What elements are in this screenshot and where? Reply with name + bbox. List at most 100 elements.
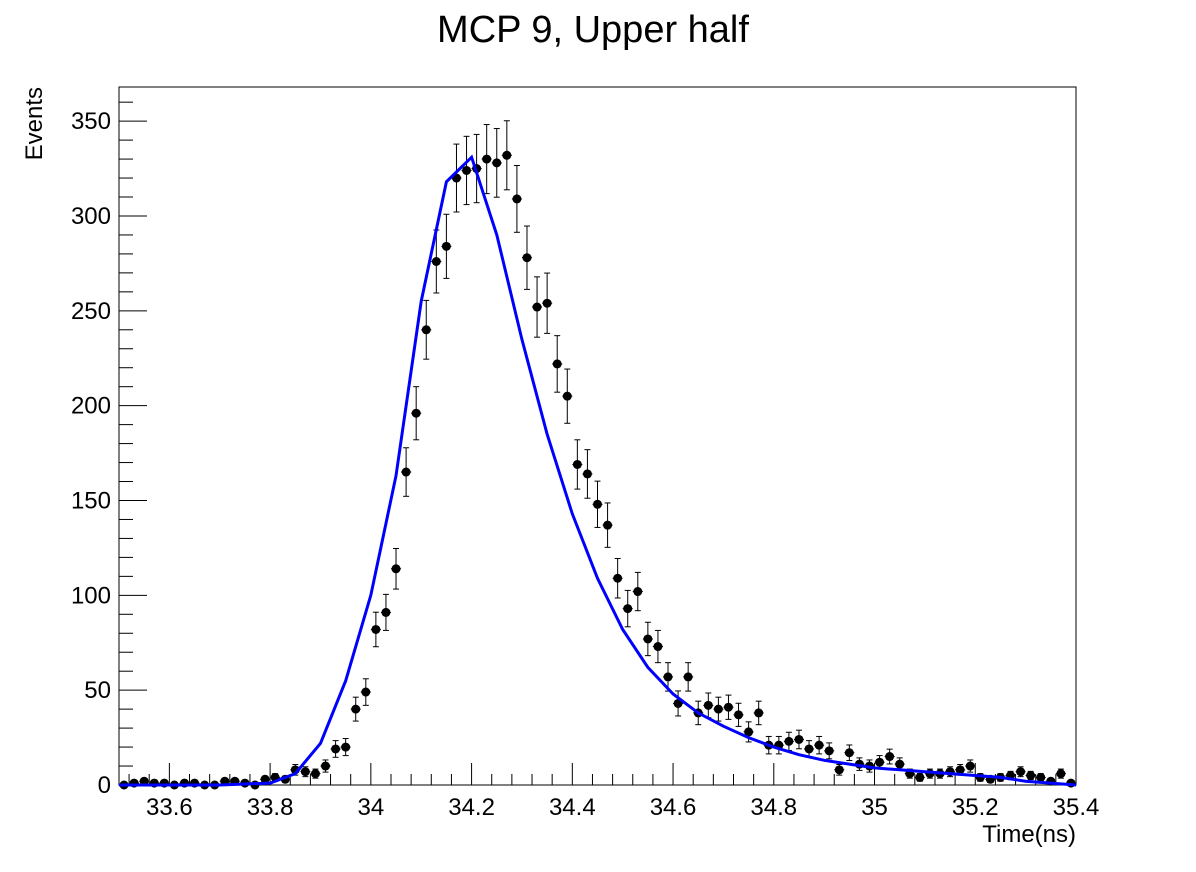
data-point — [753, 700, 764, 726]
data-point — [783, 731, 794, 751]
data-point — [1015, 766, 1026, 778]
y-tick-label: 100 — [71, 582, 111, 609]
data-point — [884, 748, 895, 765]
plot-frame — [118, 86, 1077, 786]
marker — [401, 467, 411, 477]
data-point — [1025, 770, 1036, 781]
data-point — [1055, 768, 1066, 779]
marker — [462, 165, 472, 175]
marker — [331, 744, 341, 754]
data-point — [703, 692, 714, 719]
marker — [844, 748, 854, 758]
y-tick-label: 200 — [71, 393, 111, 420]
marker — [381, 607, 391, 617]
marker — [643, 634, 653, 644]
data-point — [441, 213, 452, 279]
x-axis: 33.6 33.8 34 34.2 34.4 34.6 34.8 35 35.2 35.4 — [128, 763, 1099, 821]
marker — [683, 672, 693, 682]
marker — [814, 740, 824, 750]
data-point — [390, 547, 402, 590]
data-point — [300, 766, 311, 778]
data-point — [592, 480, 603, 528]
data-point — [824, 742, 835, 760]
x-axis-label: Time(ns) — [982, 821, 1076, 848]
y-tick-label: 350 — [71, 108, 111, 135]
data-point — [411, 386, 422, 441]
marker — [411, 408, 421, 418]
data-point — [360, 678, 371, 706]
y-tick-label: 250 — [71, 298, 111, 325]
marker — [723, 702, 733, 712]
marker — [532, 302, 542, 312]
data-point — [662, 662, 674, 692]
chart-title: MCP 9, Upper half — [437, 9, 749, 51]
marker — [653, 642, 663, 652]
data-point — [683, 662, 694, 692]
data-point — [481, 124, 492, 195]
data-point — [562, 368, 573, 424]
marker — [824, 746, 834, 756]
marker — [804, 744, 814, 754]
x-tick-label: 35.2 — [952, 794, 999, 821]
fit-curve — [119, 154, 1077, 787]
x-tick-label: 34.2 — [448, 794, 495, 821]
data-point — [1035, 772, 1046, 782]
marker — [603, 520, 613, 530]
data-point — [370, 611, 381, 648]
data-point — [491, 128, 502, 198]
data-point — [521, 225, 533, 290]
data-point — [552, 335, 563, 393]
data-point — [461, 135, 472, 206]
marker — [744, 727, 754, 737]
marker — [260, 774, 270, 784]
marker — [310, 769, 320, 779]
marker — [300, 767, 310, 777]
marker — [1056, 769, 1066, 779]
data-point — [511, 165, 522, 233]
marker — [139, 776, 149, 786]
marker — [582, 469, 592, 479]
marker — [552, 359, 562, 369]
marker — [663, 672, 673, 682]
marker — [512, 194, 522, 204]
marker — [633, 587, 643, 597]
marker — [431, 257, 441, 266]
marker — [794, 734, 804, 744]
y-axis-label: Events — [21, 87, 48, 160]
marker — [623, 604, 633, 614]
marker — [542, 298, 552, 308]
y-tick-label: 300 — [71, 203, 111, 230]
data-point — [320, 759, 331, 773]
data-point — [965, 759, 976, 773]
marker — [562, 391, 572, 401]
marker — [341, 742, 351, 752]
data-point — [773, 735, 784, 755]
marker — [502, 150, 512, 160]
data-point — [834, 764, 845, 776]
data-point — [914, 772, 925, 782]
data-point — [622, 589, 633, 628]
data-point — [612, 558, 623, 599]
y-tick-label: 0 — [98, 772, 111, 799]
marker — [371, 624, 381, 634]
data-point — [401, 447, 412, 497]
x-tick-label: 34.4 — [549, 794, 596, 821]
marker — [915, 772, 925, 782]
data-point — [310, 768, 321, 779]
marker — [441, 241, 451, 251]
data-point — [733, 702, 744, 727]
data-point — [723, 694, 734, 720]
data-points — [119, 120, 1076, 790]
data-point — [652, 629, 663, 664]
marker — [492, 158, 502, 168]
data-point — [340, 738, 351, 757]
marker — [361, 687, 371, 697]
marker — [321, 761, 331, 771]
marker — [784, 736, 794, 746]
data-point — [542, 272, 553, 334]
data-point — [431, 229, 442, 294]
marker — [1016, 767, 1026, 777]
data-point — [572, 439, 583, 490]
data-point — [350, 696, 361, 722]
